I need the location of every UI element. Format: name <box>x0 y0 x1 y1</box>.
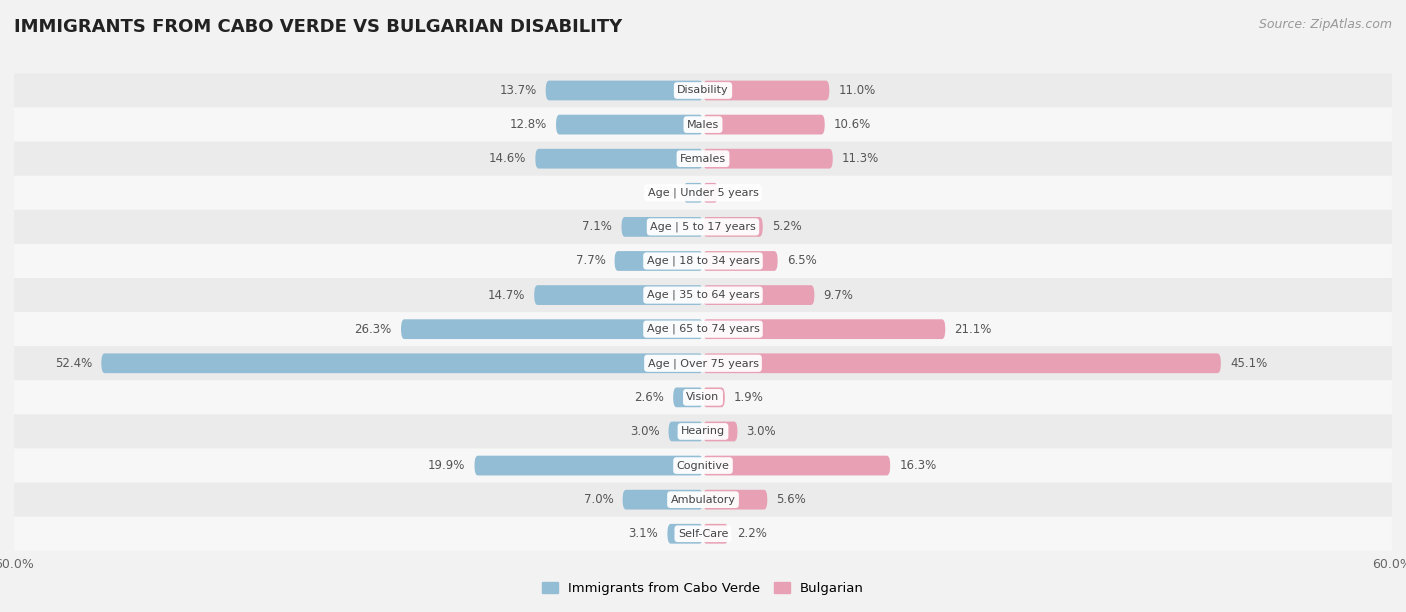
FancyBboxPatch shape <box>534 285 703 305</box>
Text: 14.7%: 14.7% <box>488 289 524 302</box>
Text: 5.2%: 5.2% <box>772 220 801 233</box>
Text: 3.0%: 3.0% <box>747 425 776 438</box>
Text: Age | Over 75 years: Age | Over 75 years <box>648 358 758 368</box>
FancyBboxPatch shape <box>474 456 703 476</box>
Text: Males: Males <box>688 119 718 130</box>
Text: Age | 5 to 17 years: Age | 5 to 17 years <box>650 222 756 232</box>
Text: Age | 65 to 74 years: Age | 65 to 74 years <box>647 324 759 334</box>
FancyBboxPatch shape <box>623 490 703 510</box>
FancyBboxPatch shape <box>703 285 814 305</box>
Text: 26.3%: 26.3% <box>354 323 392 335</box>
Text: Females: Females <box>681 154 725 163</box>
Text: 7.1%: 7.1% <box>582 220 612 233</box>
FancyBboxPatch shape <box>703 422 738 441</box>
Text: 19.9%: 19.9% <box>427 459 465 472</box>
FancyBboxPatch shape <box>14 483 1392 517</box>
Text: Self-Care: Self-Care <box>678 529 728 539</box>
FancyBboxPatch shape <box>14 141 1392 176</box>
Text: Hearing: Hearing <box>681 427 725 436</box>
FancyBboxPatch shape <box>14 380 1392 414</box>
FancyBboxPatch shape <box>401 319 703 339</box>
FancyBboxPatch shape <box>14 414 1392 449</box>
FancyBboxPatch shape <box>703 149 832 168</box>
FancyBboxPatch shape <box>14 346 1392 380</box>
FancyBboxPatch shape <box>555 114 703 135</box>
Text: 6.5%: 6.5% <box>787 255 817 267</box>
FancyBboxPatch shape <box>14 312 1392 346</box>
Legend: Immigrants from Cabo Verde, Bulgarian: Immigrants from Cabo Verde, Bulgarian <box>537 577 869 600</box>
Text: 1.7%: 1.7% <box>644 186 675 200</box>
FancyBboxPatch shape <box>703 183 718 203</box>
Text: 5.6%: 5.6% <box>776 493 806 506</box>
FancyBboxPatch shape <box>703 114 825 135</box>
FancyBboxPatch shape <box>614 251 703 271</box>
FancyBboxPatch shape <box>14 73 1392 108</box>
Text: 52.4%: 52.4% <box>55 357 93 370</box>
FancyBboxPatch shape <box>703 456 890 476</box>
Text: 1.9%: 1.9% <box>734 391 763 404</box>
FancyBboxPatch shape <box>703 353 1220 373</box>
FancyBboxPatch shape <box>703 81 830 100</box>
Text: 21.1%: 21.1% <box>955 323 991 335</box>
Text: 16.3%: 16.3% <box>900 459 936 472</box>
FancyBboxPatch shape <box>546 81 703 100</box>
Text: 12.8%: 12.8% <box>509 118 547 131</box>
FancyBboxPatch shape <box>703 490 768 510</box>
Text: 3.0%: 3.0% <box>630 425 659 438</box>
Text: Cognitive: Cognitive <box>676 461 730 471</box>
Text: Vision: Vision <box>686 392 720 402</box>
FancyBboxPatch shape <box>14 210 1392 244</box>
Text: Ambulatory: Ambulatory <box>671 494 735 505</box>
Text: 2.2%: 2.2% <box>738 528 768 540</box>
FancyBboxPatch shape <box>14 176 1392 210</box>
FancyBboxPatch shape <box>703 251 778 271</box>
FancyBboxPatch shape <box>703 217 762 237</box>
FancyBboxPatch shape <box>621 217 703 237</box>
FancyBboxPatch shape <box>668 524 703 543</box>
FancyBboxPatch shape <box>703 387 725 407</box>
Text: Disability: Disability <box>678 86 728 95</box>
FancyBboxPatch shape <box>14 517 1392 551</box>
FancyBboxPatch shape <box>536 149 703 168</box>
FancyBboxPatch shape <box>703 524 728 543</box>
Text: 13.7%: 13.7% <box>499 84 537 97</box>
Text: Age | 18 to 34 years: Age | 18 to 34 years <box>647 256 759 266</box>
Text: 7.7%: 7.7% <box>575 255 606 267</box>
Text: 45.1%: 45.1% <box>1230 357 1267 370</box>
FancyBboxPatch shape <box>673 387 703 407</box>
FancyBboxPatch shape <box>683 183 703 203</box>
Text: 11.0%: 11.0% <box>838 84 876 97</box>
Text: Age | Under 5 years: Age | Under 5 years <box>648 187 758 198</box>
Text: Age | 35 to 64 years: Age | 35 to 64 years <box>647 290 759 300</box>
FancyBboxPatch shape <box>703 319 945 339</box>
Text: 10.6%: 10.6% <box>834 118 872 131</box>
Text: 2.6%: 2.6% <box>634 391 664 404</box>
FancyBboxPatch shape <box>101 353 703 373</box>
FancyBboxPatch shape <box>14 449 1392 483</box>
FancyBboxPatch shape <box>669 422 703 441</box>
Text: 1.3%: 1.3% <box>727 186 756 200</box>
Text: 9.7%: 9.7% <box>824 289 853 302</box>
FancyBboxPatch shape <box>14 278 1392 312</box>
Text: 14.6%: 14.6% <box>489 152 526 165</box>
Text: 7.0%: 7.0% <box>583 493 613 506</box>
Text: IMMIGRANTS FROM CABO VERDE VS BULGARIAN DISABILITY: IMMIGRANTS FROM CABO VERDE VS BULGARIAN … <box>14 18 623 36</box>
Text: 3.1%: 3.1% <box>628 528 658 540</box>
FancyBboxPatch shape <box>14 244 1392 278</box>
FancyBboxPatch shape <box>14 108 1392 141</box>
Text: Source: ZipAtlas.com: Source: ZipAtlas.com <box>1258 18 1392 31</box>
Text: 11.3%: 11.3% <box>842 152 879 165</box>
